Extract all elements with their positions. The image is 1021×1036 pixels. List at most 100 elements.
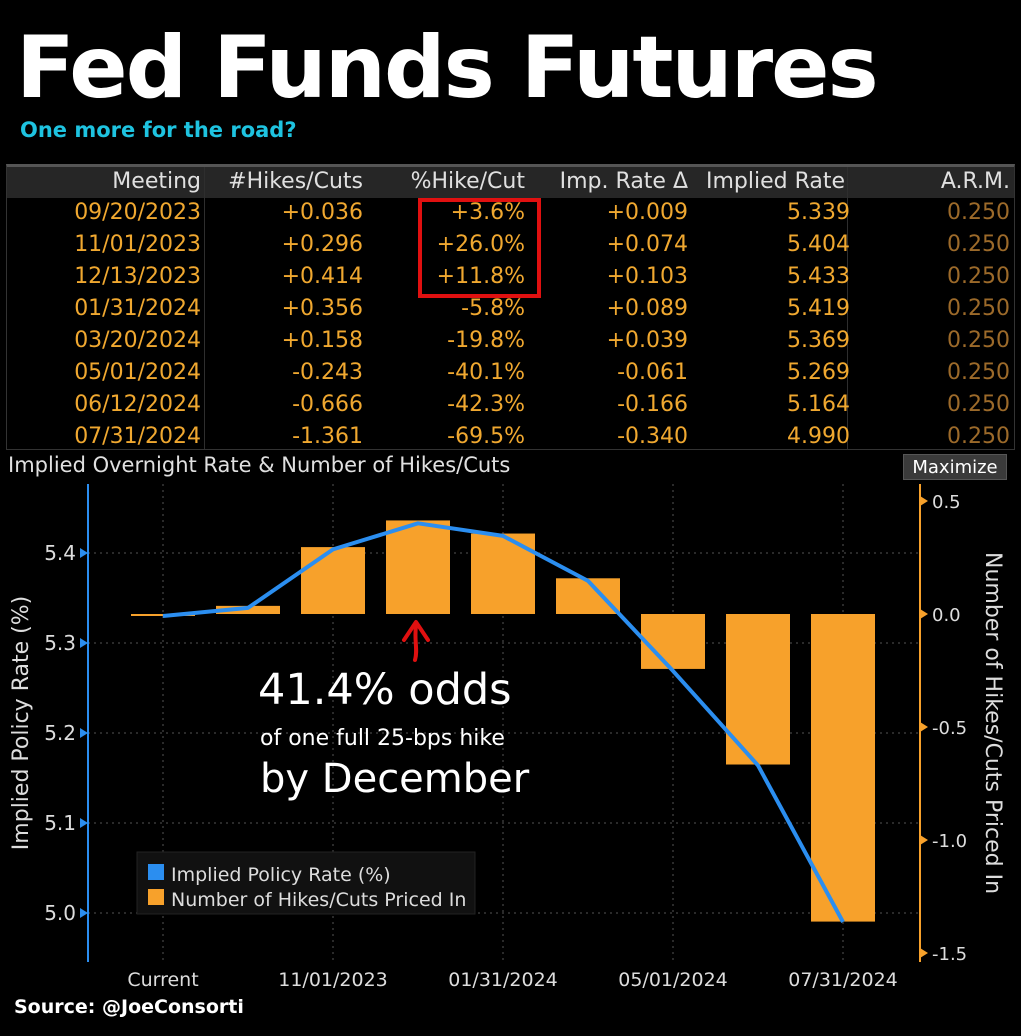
left-axis-tick-label: 5.2 (44, 721, 76, 745)
table-cell-col-pct-hike-cut: -5.8% (461, 296, 525, 321)
legend-label-line: Implied Policy Rate (%) (171, 864, 391, 886)
x-axis-tick-label: 07/31/2024 (788, 969, 898, 991)
bar-hikes-cuts (216, 605, 280, 614)
left-axis-label: Implied Policy Rate (%) (9, 596, 34, 850)
table-cell-col-meeting: 07/31/2024 (74, 424, 201, 449)
bar-hikes-cuts (301, 547, 365, 614)
table-cell-col-imp-rate-delta: +0.089 (606, 296, 688, 321)
annotation-arrow-head (402, 620, 430, 642)
table-cell-col-hikes-cuts: +0.414 (281, 264, 363, 289)
table-cell-col-arm: 0.250 (947, 296, 1010, 321)
table-cell-col-hikes-cuts: -0.666 (292, 392, 363, 417)
right-axis-tick-label: 0.0 (932, 605, 961, 626)
bar-hikes-cuts (556, 578, 620, 614)
table-cell-col-pct-hike-cut: +3.6% (450, 200, 525, 225)
right-axis-tick-label: -1.0 (932, 831, 967, 852)
right-axis-tick-label: -1.5 (932, 944, 967, 965)
table-cell-col-implied-rate: 5.164 (787, 392, 850, 417)
table-cell-col-hikes-cuts: -0.243 (292, 360, 363, 385)
table-cell-col-meeting: 09/20/2023 (74, 200, 201, 225)
table-cell-col-imp-rate-delta: +0.103 (606, 264, 688, 289)
x-axis-tick-label: 01/31/2024 (448, 969, 558, 991)
left-axis-tick-label: 5.3 (44, 631, 76, 655)
legend-swatch-bars (148, 889, 164, 905)
table-header-row (7, 167, 1014, 198)
header-col-hikes-cuts: #Hikes/Cuts (228, 169, 363, 194)
table-cell-col-arm: 0.250 (947, 264, 1010, 289)
table-cell-col-meeting: 05/01/2024 (74, 360, 201, 385)
header-col-arm: A.R.M. (940, 169, 1010, 194)
table-cell-col-meeting: 12/13/2023 (74, 264, 201, 289)
left-axis-tick (80, 548, 88, 558)
table-cell-col-meeting: 11/01/2023 (74, 232, 201, 257)
table-cell-col-pct-hike-cut: -69.5% (447, 424, 525, 449)
column-divider (847, 167, 848, 449)
table-cell-col-implied-rate: 5.404 (787, 232, 850, 257)
table-cell-col-implied-rate: 5.339 (787, 200, 850, 225)
header-col-meeting: Meeting (112, 169, 201, 194)
table-cell-col-implied-rate: 5.433 (787, 264, 850, 289)
header-col-imp-rate-delta: Imp. Rate Δ (559, 169, 688, 194)
left-axis-tick-label: 5.0 (44, 901, 76, 925)
table-cell-col-implied-rate: 5.369 (787, 328, 850, 353)
table-cell-col-meeting: 03/20/2024 (74, 328, 201, 353)
left-axis-tick-label: 5.1 (44, 811, 76, 835)
table-cell-col-imp-rate-delta: -0.166 (617, 392, 688, 417)
right-axis-tick (920, 948, 928, 958)
table-cell-col-arm: 0.250 (947, 360, 1010, 385)
table-cell-col-implied-rate: 5.269 (787, 360, 850, 385)
table-cell-col-pct-hike-cut: -42.3% (447, 392, 525, 417)
table-cell-col-implied-rate: 5.419 (787, 296, 850, 321)
left-axis-tick (80, 908, 88, 918)
bar-hikes-cuts (641, 614, 705, 669)
right-axis-tick-label: -0.5 (932, 718, 967, 739)
table-cell-col-imp-rate-delta: -0.340 (617, 424, 688, 449)
page-title: Fed Funds Futures (16, 18, 879, 118)
right-axis-tick (920, 496, 928, 506)
table-cell-col-arm: 0.250 (947, 232, 1010, 257)
table-cell-col-imp-rate-delta: +0.009 (606, 200, 688, 225)
left-axis-tick (80, 818, 88, 828)
bar-hikes-cuts (386, 520, 450, 614)
right-axis-label: Number of Hikes/Cuts Priced In (980, 552, 1005, 894)
table-cell-col-implied-rate: 4.990 (787, 424, 850, 449)
table-cell-col-meeting: 01/31/2024 (74, 296, 201, 321)
table-cell-col-hikes-cuts: +0.036 (281, 200, 363, 225)
futures-table: Meeting #Hikes/Cuts %Hike/Cut Imp. Rate Δ Im… (6, 164, 1015, 450)
source-credit: Source: @JoeConsorti (14, 996, 244, 1018)
header-col-pct-hike-cut: %Hike/Cut (410, 169, 525, 194)
annotation-detail: of one full 25-bps hike (260, 726, 505, 751)
annotation-arrow-shaft (413, 624, 419, 662)
table-cell-col-arm: 0.250 (947, 424, 1010, 449)
table-cell-col-hikes-cuts: -1.361 (292, 424, 363, 449)
left-axis-tick (80, 728, 88, 738)
left-axis-tick-label: 5.4 (44, 541, 76, 565)
annotation-odds: 41.4% odds (258, 665, 512, 715)
table-cell-col-pct-hike-cut: -19.8% (447, 328, 525, 353)
page-subtitle: One more for the road? (20, 118, 297, 142)
header-col-implied-rate: Implied Rate (706, 169, 846, 194)
table-cell-col-imp-rate-delta: +0.074 (606, 232, 688, 257)
x-axis-tick-label: 11/01/2023 (278, 969, 388, 991)
table-cell-col-arm: 0.250 (947, 392, 1010, 417)
bar-hikes-cuts (811, 614, 875, 922)
table-cell-col-arm: 0.250 (947, 200, 1010, 225)
line-implied-rate (162, 521, 845, 923)
left-axis-tick (80, 638, 88, 648)
x-axis-tick-label: Current (127, 969, 198, 991)
table-cell-col-hikes-cuts: +0.158 (281, 328, 363, 353)
column-divider (204, 167, 205, 449)
table-cell-col-imp-rate-delta: -0.061 (617, 360, 688, 385)
right-axis-tick (920, 609, 928, 619)
table-cell-col-pct-hike-cut: +11.8% (436, 264, 525, 289)
right-axis-tick (920, 722, 928, 732)
maximize-button[interactable]: Maximize (903, 454, 1007, 480)
table-cell-col-pct-hike-cut: +26.0% (436, 232, 525, 257)
right-axis-tick-label: 0.5 (932, 492, 961, 513)
legend-box (136, 851, 476, 915)
x-axis-tick-label: 05/01/2024 (618, 969, 728, 991)
legend-label-bars: Number of Hikes/Cuts Priced In (171, 889, 466, 911)
table-cell-col-imp-rate-delta: +0.039 (606, 328, 688, 353)
legend-swatch-line (148, 864, 164, 880)
